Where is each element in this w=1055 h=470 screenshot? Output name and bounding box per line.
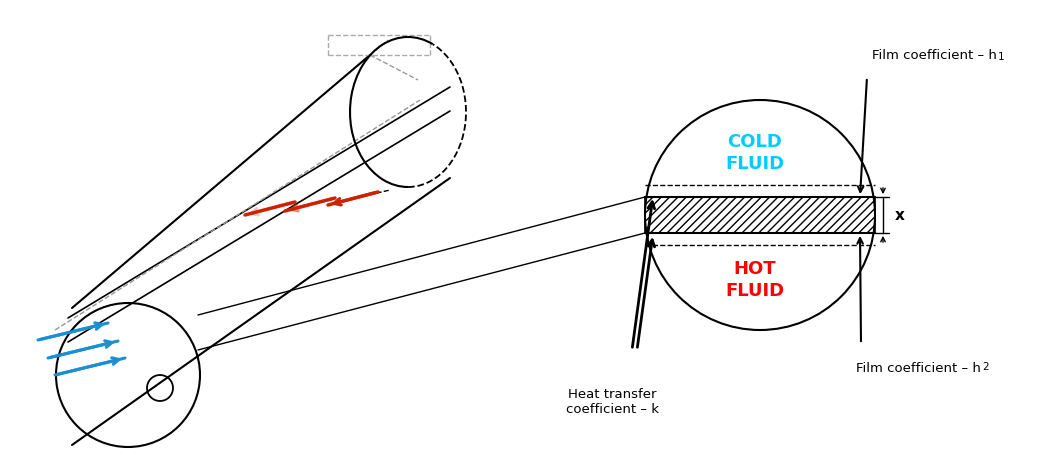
Text: Heat transfer
coefficient – k: Heat transfer coefficient – k: [565, 388, 658, 416]
Text: Film coefficient – h: Film coefficient – h: [856, 362, 981, 375]
Text: 1: 1: [998, 52, 1004, 62]
Text: HOT
FLUID: HOT FLUID: [726, 260, 785, 300]
Text: x: x: [895, 207, 905, 222]
Text: 2: 2: [982, 362, 989, 372]
Text: COLD
FLUID: COLD FLUID: [726, 133, 785, 173]
Bar: [645, 197, 875, 233]
Text: Film coefficient – h: Film coefficient – h: [872, 49, 997, 62]
